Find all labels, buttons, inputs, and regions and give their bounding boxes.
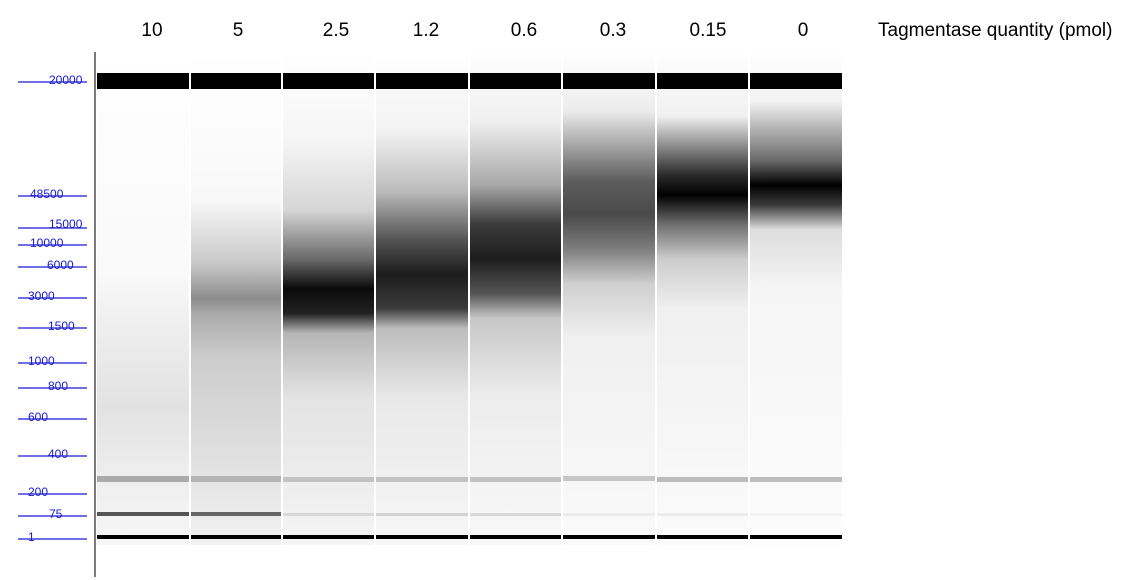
band bbox=[750, 513, 842, 516]
band bbox=[563, 476, 655, 481]
band bbox=[97, 512, 189, 516]
lanes bbox=[97, 52, 842, 545]
lane-label: 2.5 bbox=[322, 20, 350, 41]
band bbox=[97, 535, 189, 539]
lane-smear bbox=[97, 52, 189, 545]
band bbox=[376, 477, 468, 482]
band bbox=[191, 73, 281, 89]
lane-label: 0 bbox=[797, 20, 809, 41]
lane-smear bbox=[750, 52, 842, 545]
faint-bands bbox=[97, 476, 842, 482]
lane-label: 5 bbox=[232, 20, 244, 41]
lane-smear bbox=[283, 52, 374, 545]
ladder-label: 400 bbox=[48, 447, 69, 461]
band bbox=[283, 513, 374, 516]
band bbox=[376, 535, 468, 539]
band bbox=[563, 535, 655, 539]
band bbox=[283, 535, 374, 539]
band bbox=[191, 535, 281, 539]
ladder-label: 20000 bbox=[49, 73, 83, 87]
lane-smear bbox=[470, 52, 561, 545]
band bbox=[470, 535, 561, 539]
ladder-label: 1000 bbox=[28, 354, 55, 368]
ladder-label: 600 bbox=[28, 410, 49, 424]
lane-label: 0.15 bbox=[689, 20, 727, 41]
lane-smear bbox=[191, 52, 281, 545]
ladder-label: 10000 bbox=[30, 236, 64, 250]
band bbox=[470, 477, 561, 482]
band bbox=[283, 73, 374, 89]
small-bands bbox=[97, 512, 842, 516]
band bbox=[376, 73, 468, 89]
band bbox=[563, 513, 655, 516]
lane-smear bbox=[657, 52, 748, 545]
band bbox=[657, 513, 748, 516]
ladder-label: 200 bbox=[28, 485, 49, 499]
upper-marker-bands bbox=[97, 73, 842, 89]
lane-label: 1.2 bbox=[412, 20, 440, 41]
band bbox=[657, 73, 748, 89]
band bbox=[97, 73, 189, 89]
lane-smear bbox=[563, 52, 655, 545]
band bbox=[191, 476, 281, 482]
axis-title: Tagmentase quantity (pmol) bbox=[878, 20, 1113, 41]
band bbox=[283, 477, 374, 482]
lane-label: 10 bbox=[141, 20, 163, 41]
ladder-label: 48500 bbox=[30, 187, 64, 201]
ladder-label: 75 bbox=[49, 507, 63, 521]
lane-smear bbox=[376, 52, 468, 545]
lane-label: 0.3 bbox=[599, 20, 627, 41]
band bbox=[470, 73, 561, 89]
band bbox=[750, 73, 842, 89]
band bbox=[750, 477, 842, 482]
ladder-label: 15000 bbox=[49, 217, 83, 231]
band bbox=[97, 476, 189, 482]
band bbox=[657, 477, 748, 482]
ladder-label: 800 bbox=[48, 379, 69, 393]
band bbox=[376, 513, 468, 516]
band bbox=[191, 512, 281, 516]
band bbox=[657, 535, 748, 539]
lane-label: 0.6 bbox=[510, 20, 538, 41]
band bbox=[470, 513, 561, 516]
ladder-label: 1 bbox=[28, 530, 35, 544]
ladder-label: 3000 bbox=[28, 289, 55, 303]
band bbox=[563, 73, 655, 89]
ladder-label: 6000 bbox=[47, 258, 74, 272]
band bbox=[750, 535, 842, 539]
ladder-label: 1500 bbox=[48, 319, 75, 333]
ladder-ticks bbox=[18, 81, 87, 540]
lower-marker-bands bbox=[97, 535, 842, 539]
